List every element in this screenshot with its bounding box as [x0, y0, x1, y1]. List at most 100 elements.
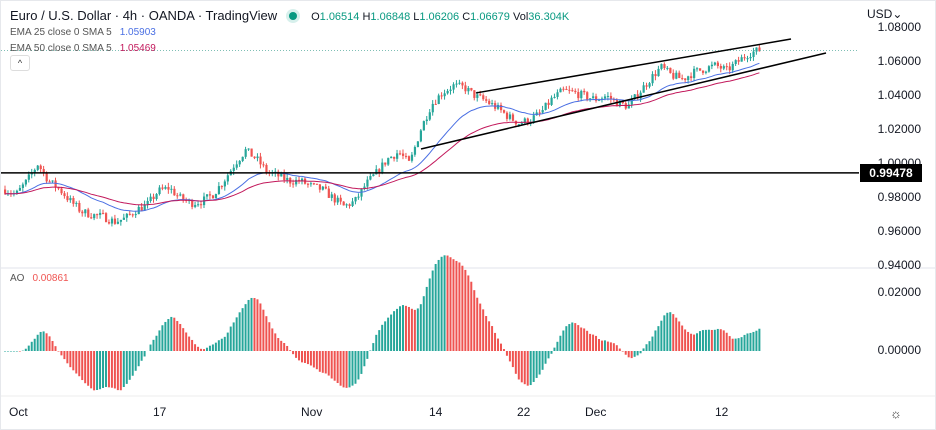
ao-bar	[651, 336, 654, 351]
candle-body	[696, 68, 699, 70]
candle-body	[511, 114, 515, 121]
ao-bar	[482, 309, 485, 351]
price-level-label: 0.99478	[860, 164, 922, 182]
candle-body	[161, 187, 164, 189]
ao-bar	[704, 329, 707, 351]
candle-body	[609, 95, 613, 100]
ao-bar	[289, 350, 292, 351]
ema25-legend[interactable]: EMA 25 close 0 SMA 5 1.05903	[10, 27, 156, 38]
ao-bar	[75, 351, 78, 374]
candle-body	[553, 96, 556, 98]
chart-title: Euro / U.S. Dollar · 4h · OANDA · Tradin…	[10, 8, 278, 23]
ao-bar	[541, 351, 544, 370]
candle-body	[728, 66, 731, 71]
candle-body	[327, 188, 330, 198]
ao-tick: 0.00000	[877, 343, 921, 357]
ao-bar	[256, 299, 259, 351]
candle-body	[176, 195, 179, 197]
candle-body	[461, 82, 464, 86]
ao-bar	[422, 296, 425, 351]
candle-body	[309, 183, 313, 185]
chevron-up-icon[interactable]: ^	[10, 55, 30, 71]
ao-bar	[18, 351, 21, 352]
candle-body	[321, 186, 324, 190]
candle-body	[693, 68, 696, 78]
ao-bar	[565, 326, 568, 351]
ao-legend[interactable]: AO 0.00861	[10, 273, 69, 284]
ao-bar	[476, 297, 479, 351]
ao-bar	[345, 351, 348, 388]
candle-body	[606, 95, 610, 97]
candle-body	[502, 110, 506, 113]
candle-body	[541, 110, 544, 113]
ao-bar	[211, 344, 214, 351]
ao-bar	[675, 317, 678, 351]
candle-body	[452, 84, 455, 90]
candle-body	[191, 200, 194, 207]
ao-bar	[431, 270, 434, 351]
candle-body	[707, 66, 711, 72]
gear-icon[interactable]: ☼	[890, 406, 902, 421]
ao-bar	[737, 338, 740, 351]
ao-bar	[232, 322, 235, 351]
ao-bar	[577, 325, 580, 351]
ao-bar	[45, 333, 48, 351]
time-tick: 22	[517, 405, 531, 419]
candle-body	[119, 219, 123, 222]
ao-bar	[627, 351, 630, 358]
candle-body	[301, 178, 304, 182]
ema50-legend[interactable]: EMA 50 close 0 SMA 5 1.05469	[10, 43, 156, 54]
price-tick: 0.96000	[877, 224, 921, 238]
ao-bar	[690, 333, 693, 351]
candle-body	[520, 123, 523, 125]
ao-bar	[309, 351, 312, 366]
ao-bar	[244, 304, 247, 351]
ao-bar	[271, 328, 274, 351]
ao-bar	[595, 335, 598, 351]
candle-body	[603, 96, 607, 99]
candle-body	[550, 97, 553, 105]
candle-body	[704, 71, 708, 73]
ao-bar	[491, 326, 494, 351]
candle-body	[384, 162, 387, 165]
ao-bar	[550, 351, 553, 354]
candle-body	[443, 93, 446, 97]
candle-body	[366, 179, 369, 187]
candle-body	[485, 99, 488, 101]
candle-body	[220, 186, 224, 188]
time-tick: Nov	[301, 405, 323, 419]
candle-body	[755, 47, 758, 52]
price-tick: 0.94000	[877, 258, 921, 272]
ao-bar	[752, 331, 755, 351]
ao-bar	[592, 334, 595, 351]
candle-body	[660, 64, 663, 69]
candle-body	[104, 213, 108, 223]
ao-bar	[618, 348, 621, 351]
ao-bar	[746, 333, 749, 351]
ao-bar	[24, 348, 27, 351]
time-tick: 17	[153, 405, 167, 419]
candle-body	[404, 155, 408, 157]
ao-bar	[758, 328, 761, 351]
wedge-lower-trendline	[420, 52, 827, 150]
candle-body	[396, 153, 399, 159]
candle-body	[598, 99, 601, 101]
ao-bar	[401, 305, 404, 351]
candle-body	[425, 119, 428, 122]
candle-body	[636, 94, 639, 99]
candle-body	[96, 214, 99, 216]
ao-bar	[407, 306, 410, 351]
candle-body	[577, 92, 580, 99]
candle-body	[27, 174, 30, 180]
ao-bar	[220, 338, 223, 351]
ao-bar	[375, 334, 378, 351]
ao-bar	[152, 339, 155, 351]
ao-bar	[586, 330, 589, 351]
ao-bar	[158, 330, 161, 351]
candle-body	[743, 57, 746, 59]
ao-bar	[363, 351, 366, 367]
ao-bar	[684, 329, 687, 351]
currency-selector[interactable]: USD⌄	[867, 7, 903, 21]
